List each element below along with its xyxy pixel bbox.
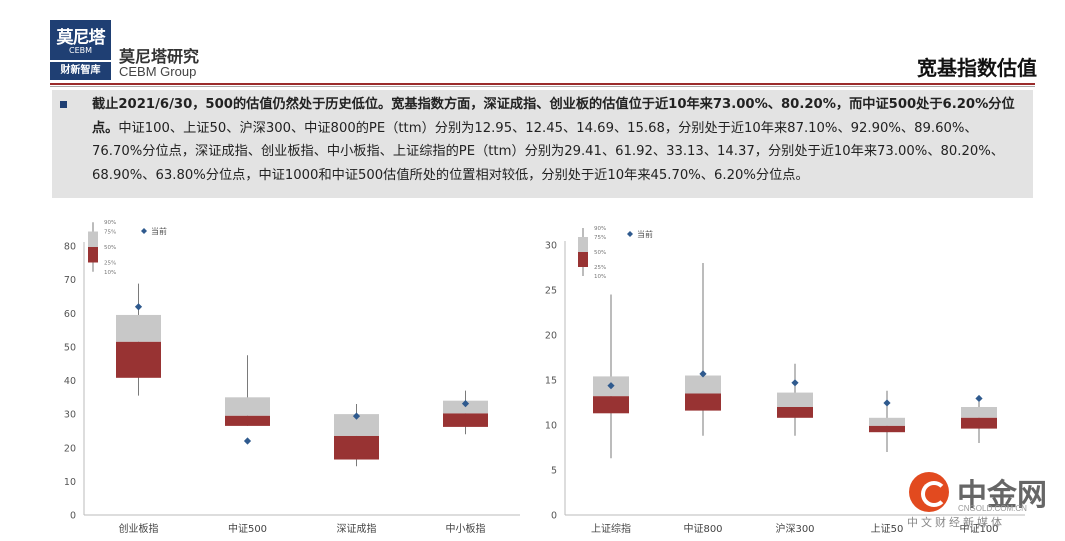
x-tick-label: 中证500: [228, 522, 267, 535]
header-rule-red: [50, 83, 1035, 85]
upper-box: [869, 417, 905, 426]
y-tick-label: 0: [551, 511, 557, 522]
current-marker: [699, 370, 707, 378]
chart-left-svg: 0 10 20 30 40 50 60 70 80 创业板指 中证500 深证成指 中小板指 90% 75%…: [64, 220, 520, 535]
legend-percentile-label: 10%: [594, 274, 606, 280]
lower-box: [961, 417, 997, 429]
x-tick-label: 沪深300: [775, 522, 814, 535]
summary-normal: 中证100、上证50、沪深300、中证800的PE（ttm）分别为12.95、1…: [92, 120, 1004, 183]
y-tick-label: 60: [64, 309, 76, 320]
legend-lower-box: [88, 247, 98, 263]
legend-current-label: 当前: [637, 229, 653, 239]
current-marker: [607, 382, 615, 390]
y-tick-label: 25: [545, 286, 557, 297]
cngold-watermark: 中金网 CNGOLD.COM.CN 中文财经新媒体: [905, 470, 1065, 530]
x-tick-label: 创业板指: [119, 522, 159, 535]
x-tick-label: 上证50: [871, 523, 904, 535]
current-marker: [134, 303, 143, 311]
cngold-logo-icon: [909, 472, 949, 512]
legend-current-marker: [141, 228, 147, 234]
x-tick-label: 中证800: [683, 522, 722, 535]
legend-percentile-label: 90%: [594, 226, 606, 232]
legend-upper-box: [578, 237, 588, 252]
lower-box: [777, 407, 813, 418]
lower-box: [443, 413, 488, 427]
lower-box: [225, 415, 270, 426]
lower-box: [869, 425, 905, 433]
watermark-name: 中金网: [957, 478, 1047, 513]
y-tick-label: 30: [545, 241, 557, 252]
summary-bold: 截止2021/6/30，500的估值仍然处于历史低位。宽基指数方面，深证成指、创…: [92, 97, 1015, 136]
watermark-url: CNGOLD.COM.CN: [958, 504, 1027, 513]
lower-box: [334, 435, 379, 460]
current-marker: [352, 412, 361, 420]
legend-lower-box: [578, 252, 588, 267]
current-marker: [243, 437, 252, 445]
x-tick-label: 中证100: [959, 522, 998, 535]
legend-percentile-label: 50%: [104, 245, 116, 251]
upper-box: [777, 392, 813, 407]
y-tick-label: 20: [545, 331, 557, 342]
y-tick-label: 5: [551, 466, 557, 477]
y-tick-label: 50: [64, 342, 76, 353]
current-marker: [975, 394, 983, 403]
legend-upper-box: [88, 231, 98, 247]
header-rule-gray: [50, 86, 1035, 87]
legend-percentile-label: 25%: [594, 265, 606, 271]
legend-percentile-label: 25%: [104, 261, 116, 267]
legend-percentile-label: 75%: [104, 230, 116, 236]
y-tick-label: 10: [64, 477, 76, 488]
upper-box: [225, 397, 270, 416]
y-tick-label: 30: [64, 410, 76, 421]
legend-percentile-label: 75%: [594, 235, 606, 241]
y-tick-label: 15: [545, 376, 557, 387]
logo-top: 莫尼塔 CEBM: [50, 20, 111, 60]
upper-box: [334, 414, 379, 436]
x-tick-label: 深证成指: [337, 522, 377, 535]
legend-current-label: 当前: [151, 226, 167, 236]
summary-text: 截止2021/6/30，500的估值仍然处于历史低位。宽基指数方面，深证成指、创…: [92, 93, 1022, 187]
current-marker: [791, 379, 799, 387]
y-tick-label: 10: [545, 421, 557, 432]
lower-box: [685, 393, 721, 411]
legend-percentile-label: 90%: [104, 220, 116, 226]
summary-panel: 截止2021/6/30，500的估值仍然处于历史低位。宽基指数方面，深证成指、创…: [52, 90, 1033, 198]
logo-tag: 财新智库: [50, 62, 111, 80]
watermark-subtitle: 中文财经新媒体: [907, 516, 1005, 529]
current-marker: [883, 399, 891, 407]
brand-name-cn: 莫尼塔研究: [119, 47, 200, 66]
logo-cn: 莫尼塔: [56, 28, 106, 48]
upper-box: [961, 407, 997, 418]
y-tick-label: 20: [64, 443, 76, 454]
cebm-logo: 莫尼塔 CEBM 财新智库: [50, 20, 111, 80]
chart-right: 0 5 10 15 20 25 30 上证综指 中证800 沪深300 上证50 中证100 90% 75…: [530, 210, 1030, 541]
x-tick-label: 上证综指: [591, 522, 631, 535]
lower-box: [593, 396, 629, 414]
chart-right-svg: 0 5 10 15 20 25 30 上证综指 中证800 沪深300 上证50 中证100 90% 75…: [545, 226, 1025, 535]
chart-left: 0 10 20 30 40 50 60 70 80 创业板指 中证500 深证成指 中小板指 90% 75%…: [50, 210, 550, 541]
page-title: 宽基指数估值: [917, 56, 1037, 80]
legend-percentile-label: 10%: [104, 270, 116, 276]
brand-name-en: CEBM Group: [119, 64, 197, 79]
x-tick-label: 中小板指: [446, 522, 486, 535]
y-tick-label: 70: [64, 275, 76, 286]
upper-box: [116, 314, 161, 342]
y-tick-label: 0: [70, 511, 76, 522]
logo-en: CEBM: [68, 46, 93, 55]
y-tick-label: 40: [64, 376, 76, 387]
lower-box: [116, 341, 161, 378]
legend-current-marker: [627, 231, 633, 237]
legend-percentile-label: 50%: [594, 250, 606, 256]
y-tick-label: 80: [64, 242, 76, 253]
bullet-icon: [60, 101, 67, 108]
upper-box: [685, 375, 721, 394]
